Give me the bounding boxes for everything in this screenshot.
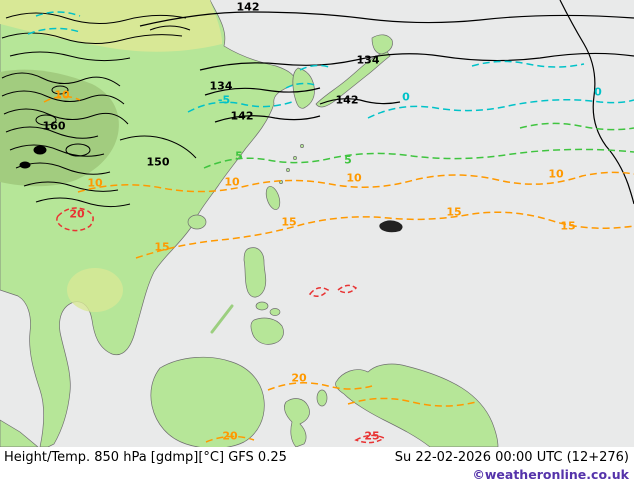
island-visayas bbox=[256, 302, 268, 310]
isotherm-orange bbox=[44, 96, 634, 442]
landmass-taiwan bbox=[264, 185, 283, 212]
isotherm-cyan bbox=[28, 12, 634, 118]
landmass-luzon bbox=[244, 248, 266, 297]
terrain-contours bbox=[2, 13, 196, 207]
map-area: 142 134 134 142 142 160 150 -5 0 0 5 5 10 10 10 10 10 15 1… bbox=[0, 0, 634, 447]
island-halmahera bbox=[317, 390, 327, 406]
island-dot bbox=[286, 168, 289, 171]
landmass-borneo bbox=[151, 357, 264, 447]
isotherm-green bbox=[204, 123, 634, 168]
landmass-hokkaido bbox=[372, 35, 393, 54]
height-contours bbox=[140, 0, 634, 204]
island-visayas bbox=[270, 309, 280, 316]
island-dark-group bbox=[379, 220, 403, 233]
landmass-hainan bbox=[188, 215, 206, 229]
caption-row-main: Height/Temp. 850 hPa [gdmp][°C] GFS 0.25… bbox=[4, 450, 629, 465]
map-datetime: Su 22-02-2026 00:00 UTC (12+276) bbox=[394, 450, 629, 465]
land-patch-plateau bbox=[0, 69, 119, 187]
island-dot bbox=[293, 156, 296, 159]
land-patch-indochina bbox=[67, 268, 123, 312]
caption-bar: Height/Temp. 850 hPa [gdmp][°C] GFS 0.25… bbox=[0, 447, 634, 490]
landmass-korea bbox=[293, 68, 315, 108]
island-dot bbox=[300, 144, 303, 147]
map-title: Height/Temp. 850 hPa [gdmp][°C] GFS 0.25 bbox=[4, 450, 287, 465]
landmass-sumatra bbox=[0, 420, 38, 447]
landmass-sulawesi bbox=[284, 399, 309, 447]
land-patch-north bbox=[0, 0, 222, 52]
caption-row-watermark: ©weatheronline.co.uk bbox=[4, 467, 629, 482]
landmass-mindanao bbox=[251, 318, 284, 344]
watermark: ©weatheronline.co.uk bbox=[472, 467, 629, 482]
weather-map bbox=[0, 0, 634, 447]
island-palawan bbox=[212, 306, 232, 332]
land-layer bbox=[0, 0, 498, 447]
isotherm-red bbox=[57, 208, 384, 443]
